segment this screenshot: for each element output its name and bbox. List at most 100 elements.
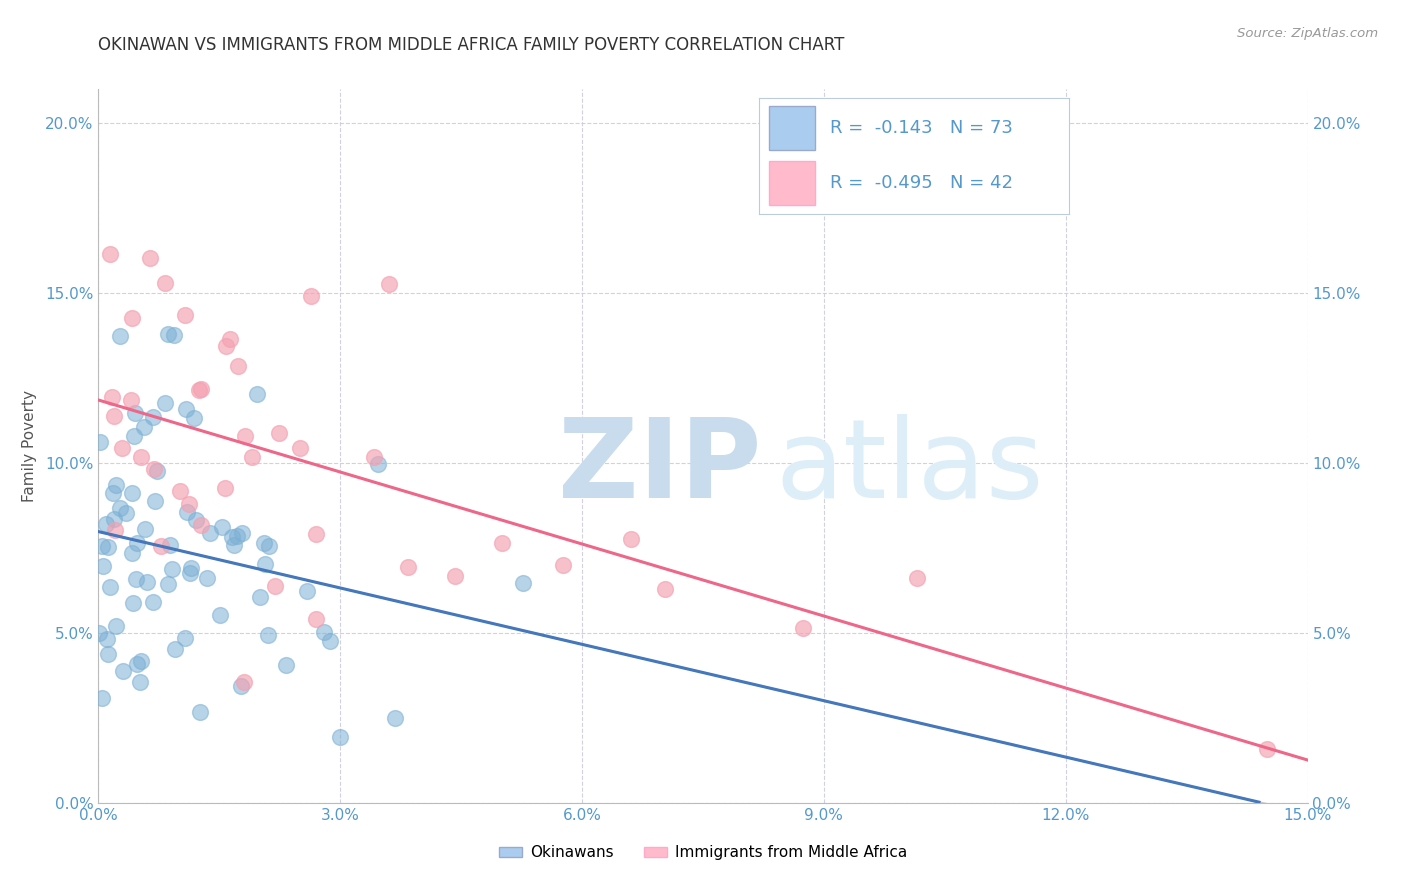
- Point: [312, 624, 335, 639]
- Point: [125, 535, 148, 549]
- Point: [153, 396, 176, 410]
- Point: [103, 512, 125, 526]
- Point: [135, 575, 157, 590]
- Text: R =  -0.495   N = 42: R = -0.495 N = 42: [831, 174, 1014, 192]
- Text: atlas: atlas: [776, 414, 1045, 521]
- Point: [103, 486, 125, 500]
- Point: [105, 618, 128, 632]
- Point: [98, 580, 121, 594]
- Point: [363, 450, 385, 465]
- Point: [121, 545, 143, 559]
- Point: [103, 409, 125, 424]
- Point: [139, 251, 162, 265]
- Point: [101, 390, 124, 404]
- Point: [87, 625, 110, 640]
- Bar: [769, 106, 815, 150]
- Point: [134, 522, 156, 536]
- Point: [124, 406, 146, 420]
- Point: [211, 520, 233, 534]
- Point: [91, 559, 114, 574]
- Text: OKINAWAN VS IMMIGRANTS FROM MIDDLE AFRICA FAMILY POVERTY CORRELATION CHART: OKINAWAN VS IMMIGRANTS FROM MIDDLE AFRIC…: [98, 36, 845, 54]
- Point: [225, 529, 247, 543]
- Point: [159, 538, 181, 552]
- Point: [792, 621, 814, 635]
- Point: [219, 332, 242, 346]
- Point: [257, 539, 280, 553]
- Y-axis label: Family Poverty: Family Poverty: [22, 390, 37, 502]
- Point: [295, 583, 318, 598]
- Point: [173, 631, 195, 645]
- Point: [269, 425, 291, 440]
- Point: [214, 481, 236, 495]
- Point: [162, 562, 184, 576]
- Point: [491, 536, 513, 550]
- Point: [129, 675, 152, 690]
- Point: [190, 517, 212, 532]
- Point: [1256, 741, 1278, 756]
- Point: [115, 506, 138, 520]
- Point: [200, 525, 222, 540]
- Point: [276, 657, 298, 672]
- Point: [179, 566, 201, 581]
- Point: [240, 450, 263, 465]
- Point: [444, 569, 467, 583]
- Point: [96, 632, 118, 646]
- Point: [121, 486, 143, 500]
- Point: [253, 558, 276, 572]
- Point: [97, 648, 120, 662]
- Point: [235, 429, 257, 443]
- Point: [305, 527, 328, 541]
- Point: [104, 524, 127, 538]
- Point: [288, 441, 311, 455]
- Point: [190, 382, 212, 396]
- Point: [264, 579, 287, 593]
- Text: R =  -0.143   N = 73: R = -0.143 N = 73: [831, 120, 1014, 137]
- Point: [378, 277, 401, 291]
- Point: [127, 657, 149, 671]
- Point: [108, 500, 131, 515]
- Point: [253, 536, 276, 550]
- Point: [301, 289, 323, 303]
- Point: [146, 464, 169, 478]
- Text: ZIP: ZIP: [558, 414, 761, 521]
- Point: [91, 690, 114, 705]
- Point: [169, 483, 191, 498]
- Point: [176, 402, 198, 417]
- Point: [165, 642, 187, 657]
- Point: [91, 539, 114, 553]
- Point: [142, 594, 165, 608]
- Point: [89, 434, 111, 449]
- Point: [142, 410, 165, 425]
- Point: [224, 538, 246, 552]
- Point: [157, 576, 180, 591]
- Point: [98, 247, 121, 261]
- Bar: [769, 161, 815, 205]
- Point: [120, 392, 142, 407]
- Point: [215, 339, 238, 353]
- Point: [143, 494, 166, 508]
- Point: [104, 478, 127, 492]
- Point: [97, 540, 120, 554]
- Point: [246, 386, 269, 401]
- Point: [384, 711, 406, 725]
- Point: [551, 558, 574, 573]
- Point: [131, 450, 153, 464]
- Point: [512, 575, 534, 590]
- Point: [163, 328, 186, 343]
- Point: [124, 572, 146, 586]
- Point: [256, 628, 278, 642]
- Point: [150, 539, 173, 553]
- Point: [226, 359, 249, 373]
- Point: [111, 442, 134, 456]
- Point: [174, 309, 197, 323]
- Point: [195, 571, 218, 585]
- Point: [96, 516, 118, 531]
- Point: [143, 462, 166, 476]
- Point: [620, 532, 643, 546]
- Point: [367, 457, 389, 471]
- Point: [187, 383, 209, 397]
- Point: [180, 561, 202, 575]
- Point: [176, 505, 198, 519]
- Point: [319, 633, 342, 648]
- Point: [654, 582, 676, 596]
